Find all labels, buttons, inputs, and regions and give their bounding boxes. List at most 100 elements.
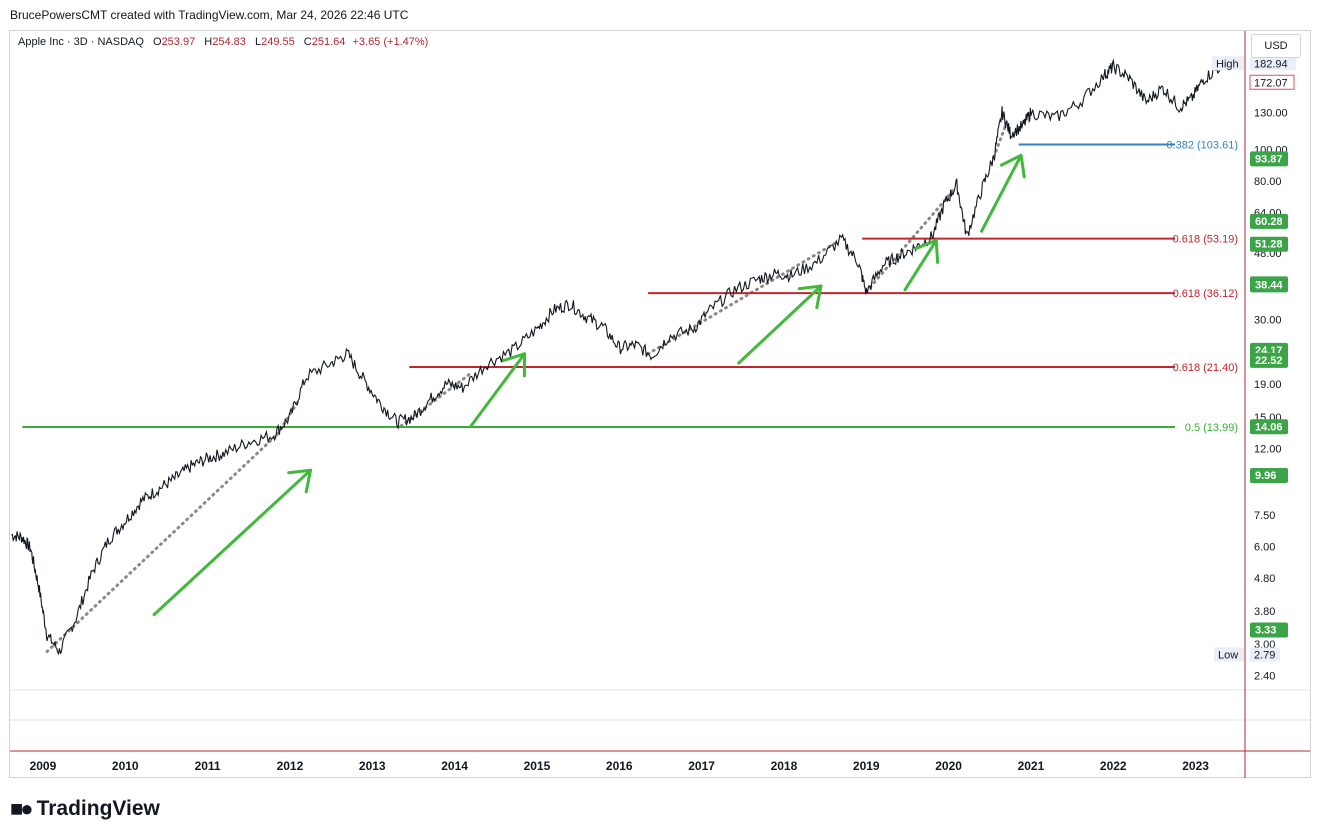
arrow-shaft xyxy=(903,238,938,292)
price-badges: 93.8760.2851.2838.7138.4424.1722.5214.06… xyxy=(1250,151,1288,638)
price-badge-text: 60.28 xyxy=(1255,216,1283,228)
arrow-head xyxy=(502,352,527,378)
price-badge-text: 51.28 xyxy=(1255,239,1283,251)
arrow-shaft xyxy=(469,352,527,428)
dotted-trendline xyxy=(646,240,839,356)
time-tick-label: 2014 xyxy=(441,759,468,773)
fib-level-label: 0.618 (53.19) xyxy=(1173,234,1238,246)
price-tick-label: 2.40 xyxy=(1254,671,1275,683)
dotted-trendline xyxy=(399,371,473,428)
price-badge: 93.87 xyxy=(1250,151,1288,167)
arrow-head xyxy=(914,238,940,264)
price-series xyxy=(11,58,1221,656)
arrow-shaft xyxy=(737,284,823,365)
dotted-trendline xyxy=(992,122,1008,159)
time-tick-label: 2021 xyxy=(1018,759,1045,773)
price-badge-box xyxy=(1250,419,1288,435)
high-value: 182.94 xyxy=(1254,58,1288,70)
high-value-box xyxy=(1250,56,1296,71)
time-tick-label: 2009 xyxy=(30,759,57,773)
last-price-box xyxy=(1249,74,1295,90)
last-price-value: 172.07 xyxy=(1254,77,1288,89)
time-tick-label: 2015 xyxy=(524,759,551,773)
price-badge: 3.33 xyxy=(1250,622,1288,638)
price-tick-label: 3.80 xyxy=(1254,606,1275,618)
arrow-head xyxy=(797,284,823,310)
price-tick-label: 130.00 xyxy=(1254,107,1288,119)
low-label: L xyxy=(254,36,262,48)
high-label-box xyxy=(1212,56,1244,71)
time-tick-label: 2018 xyxy=(771,759,798,773)
dotted-trendlines xyxy=(45,122,1008,653)
symbol-legend: Apple Inc · 3D · NASDAQ O253.97 H254.83 … xyxy=(18,36,428,48)
price-badge-text: 22.52 xyxy=(1255,355,1283,367)
trend-arrow xyxy=(737,284,823,365)
time-tick-label: 2023 xyxy=(1182,759,1209,773)
time-axis: 2009 2010 2011 2012 2013 2014 2015 2016 2017 2018… xyxy=(30,759,1210,773)
high-label: H xyxy=(204,36,213,48)
price-badge: 38.44 xyxy=(1250,277,1288,293)
arrow-shaft xyxy=(980,153,1023,233)
time-tick-label: 2011 xyxy=(195,759,221,773)
trend-arrow xyxy=(903,238,940,292)
trend-arrows xyxy=(152,153,1026,617)
price-badge-text: 3.33 xyxy=(1255,625,1276,637)
arrow-shaft xyxy=(152,468,313,617)
fibonacci-levels: 0.382 (103.61) 0.618 (53.19) 0.618 (36.12)… xyxy=(22,140,1238,434)
price-badge: 51.28 xyxy=(1250,236,1288,252)
price-tick-label: 7.50 xyxy=(1254,510,1275,522)
price-badge-text: 93.87 xyxy=(1255,153,1283,165)
tradingview-wordmark: TradingView xyxy=(36,797,160,820)
time-tick-label: 2020 xyxy=(935,759,962,773)
high-value: 254.83 xyxy=(212,36,246,48)
dotted-trendline xyxy=(864,186,957,294)
close-value: 251.64 xyxy=(311,36,346,48)
price-badge: 22.52 xyxy=(1250,352,1288,368)
price-tick-label: 19.00 xyxy=(1254,379,1282,391)
time-tick-label: 2022 xyxy=(1100,759,1127,773)
high-label: High xyxy=(1216,58,1239,70)
fib-level-label: 0.5 (13.99) xyxy=(1185,422,1238,434)
price-tick-label: 12.00 xyxy=(1254,444,1282,456)
pane-separators xyxy=(10,31,1310,778)
tradingview-logo[interactable]: ■● TradingView xyxy=(10,796,160,821)
arrow-head xyxy=(999,153,1026,179)
dotted-trendline xyxy=(45,432,280,653)
symbol-name: Apple Inc · 3D · NASDAQ xyxy=(18,36,144,48)
price-badge-box xyxy=(1250,352,1288,368)
time-tick-label: 2017 xyxy=(688,759,715,773)
price-badge: 14.06 xyxy=(1250,419,1288,435)
chart-credit: BrucePowersCMT created with TradingView.… xyxy=(10,8,409,22)
fib-level-label: 0.618 (21.40) xyxy=(1173,362,1238,374)
price-line xyxy=(11,58,1221,656)
low-value: 249.55 xyxy=(261,36,295,48)
open-label: O xyxy=(153,36,162,48)
close-label: C xyxy=(303,36,312,48)
trend-arrow xyxy=(980,153,1026,233)
price-tick-label: 80.00 xyxy=(1254,176,1282,188)
time-tick-label: 2016 xyxy=(606,759,633,773)
price-badge-box xyxy=(1250,622,1288,638)
low-value: 2.79 xyxy=(1254,649,1275,661)
price-badge-box xyxy=(1250,236,1288,252)
price-badge-box xyxy=(1250,467,1288,483)
price-badge-box xyxy=(1250,277,1288,293)
price-axis: 130.00100.0080.0064.0048.0030.0019.0015.… xyxy=(1212,56,1296,683)
price-badge-text: 14.06 xyxy=(1255,421,1283,433)
price-badge: 9.96 xyxy=(1250,467,1288,483)
trend-arrow xyxy=(152,468,313,617)
tradingview-logo-icon: ■● xyxy=(10,796,34,821)
time-tick-label: 2012 xyxy=(277,759,304,773)
price-tick-label: 4.80 xyxy=(1254,573,1275,585)
chart-frame xyxy=(9,30,1311,778)
arrow-head xyxy=(287,468,313,494)
fib-level-label: 0.382 (103.61) xyxy=(1166,140,1238,152)
trend-arrow xyxy=(469,352,527,428)
fib-level-label: 0.618 (36.12) xyxy=(1173,288,1238,300)
low-label: Low xyxy=(1218,649,1238,661)
price-badge-text: 38.44 xyxy=(1255,279,1283,291)
price-badge-box xyxy=(1250,151,1288,167)
time-tick-label: 2010 xyxy=(112,759,139,773)
currency-button[interactable]: USD xyxy=(1251,34,1301,58)
